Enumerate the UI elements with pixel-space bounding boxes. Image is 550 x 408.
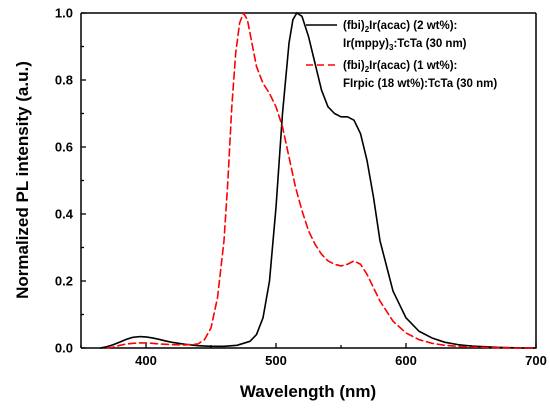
legend-label: (fbi)2Ir(acac) (2 wt%): (343, 20, 457, 34)
plot-area (80, 12, 537, 349)
legend-label: (fbi)2Ir(acac) (1 wt%): (343, 60, 457, 74)
legend-label: Ir(mppy)3:TcTa (30 nm) (343, 38, 467, 52)
series-layer (99, 12, 537, 349)
x-tick-label: 500 (265, 353, 287, 368)
series-line-solid (99, 12, 537, 349)
y-axis-title: Normalized PL intensity (a.u.) (13, 61, 32, 299)
y-tick-label: 0.0 (55, 341, 73, 356)
x-tick-label: 700 (525, 353, 547, 368)
x-tick-label: 400 (135, 353, 157, 368)
y-tick-label: 0.6 (55, 140, 73, 155)
x-axis-title: Wavelength (nm) (240, 382, 376, 401)
ticks: 400 500 600 700 0.0 0.2 0.4 0.6 0.8 1.0 (55, 6, 547, 369)
series-line-dashed (106, 12, 537, 349)
legend: (fbi)2Ir(acac) (2 wt%): Ir(mppy)3:TcTa (3… (306, 20, 497, 90)
y-tick-label: 1.0 (55, 6, 73, 21)
y-tick-label: 0.8 (55, 73, 73, 88)
legend-label: FIrpic (18 wt%):TcTa (30 nm) (343, 78, 497, 90)
y-tick-label: 0.4 (55, 207, 74, 222)
y-tick-label: 0.2 (55, 274, 73, 289)
x-tick-label: 600 (395, 353, 417, 368)
